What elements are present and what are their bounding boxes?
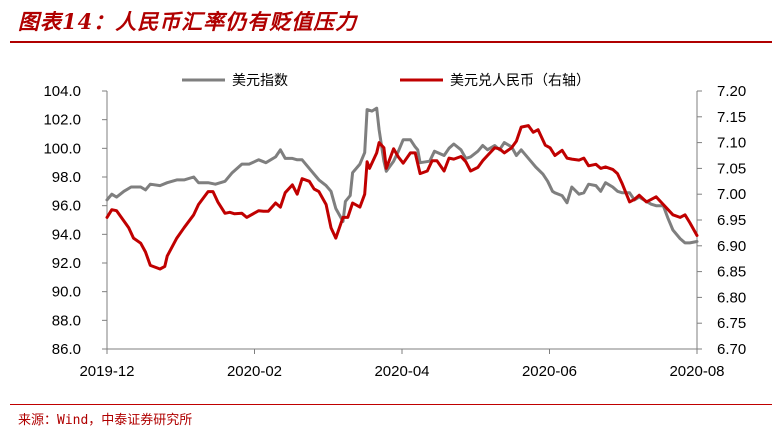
- y-left-tick-label: 100.0: [43, 140, 81, 157]
- y-right-tick-label: 6.90: [717, 238, 746, 255]
- source-note: 来源：Wind，中泰证券研究所: [18, 413, 193, 428]
- x-tick-label: 2020-04: [374, 363, 429, 380]
- y-right-tick-label: 6.95: [717, 212, 746, 229]
- series-lines: [105, 106, 699, 271]
- y-left-tick-label: 88.0: [52, 312, 81, 329]
- source-divider: [10, 404, 772, 405]
- y-right-tick-label: 7.00: [717, 186, 746, 203]
- y-left-tick-label: 96.0: [52, 198, 81, 215]
- legend-label: 美元兑人民币（右轴）: [450, 73, 590, 89]
- x-tick-label: 2020-02: [227, 363, 282, 380]
- y-left-tick-label: 92.0: [52, 255, 81, 272]
- legend: 美元指数 美元兑人民币（右轴）: [182, 73, 590, 89]
- y-right-tick-label: 7.15: [717, 109, 746, 126]
- axes: 86.0 88.0 90.0 92.0 94.0 96.0 98.0 100.0 102.0 10…: [43, 83, 746, 380]
- y-right-tick-label: 6.85: [717, 264, 746, 281]
- y-right-tick-label: 7.05: [717, 160, 746, 177]
- y-left-tick-label: 104.0: [43, 83, 81, 100]
- y-right-tick-label: 6.75: [717, 315, 746, 332]
- y-left-tick-label: 98.0: [52, 169, 81, 186]
- x-tick-label: 2020-08: [669, 363, 724, 380]
- legend-label: 美元指数: [232, 73, 288, 89]
- figure-title: 图表14：人民币汇率仍有贬值压力: [18, 9, 358, 34]
- series-line-usdcny: [105, 124, 699, 271]
- title-divider: [10, 41, 772, 43]
- series-line-usd-index: [105, 106, 699, 245]
- y-right-tick-label: 6.80: [717, 289, 746, 306]
- y-left-tick-label: 86.0: [52, 341, 81, 358]
- x-tick-label: 2020-06: [522, 363, 577, 380]
- y-left-tick-label: 90.0: [52, 284, 81, 301]
- y-right-tick-label: 7.20: [717, 83, 746, 100]
- y-right-tick-label: 6.70: [717, 341, 746, 358]
- x-tick-label: 2019-12: [79, 363, 134, 380]
- y-right-tick-label: 7.10: [717, 135, 746, 152]
- y-left-tick-label: 94.0: [52, 226, 81, 243]
- y-left-tick-label: 102.0: [43, 112, 81, 129]
